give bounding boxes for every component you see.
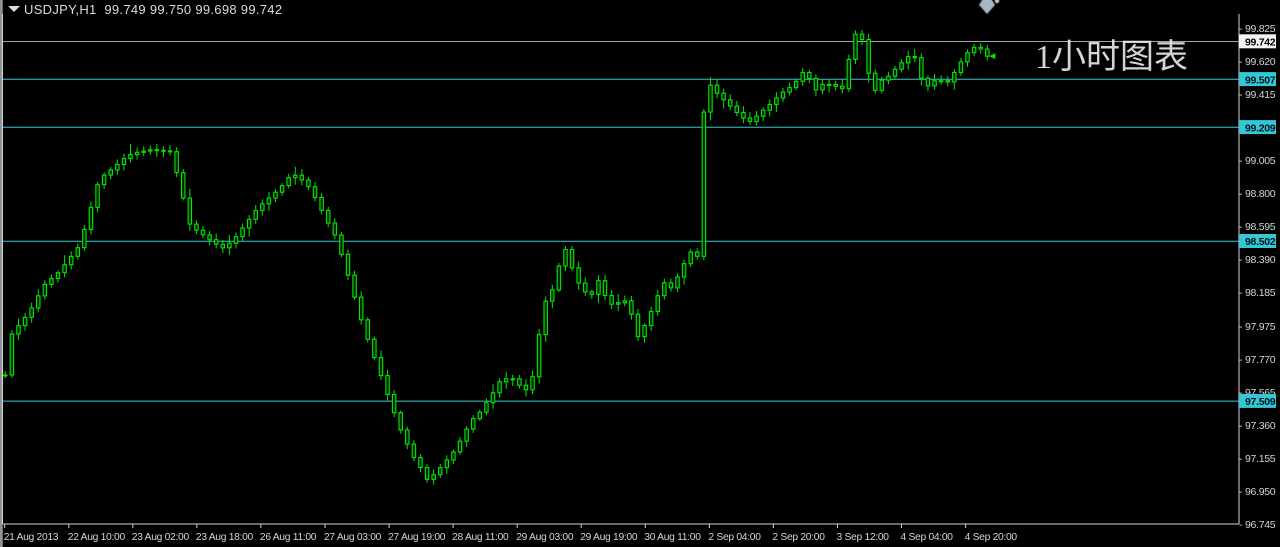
svg-text:2 Sep 20:00: 2 Sep 20:00 — [772, 532, 825, 543]
svg-text:99.005: 99.005 — [1245, 155, 1276, 167]
svg-text:29 Aug 03:00: 29 Aug 03:00 — [516, 532, 574, 543]
svg-text:99.825: 99.825 — [1245, 23, 1276, 35]
svg-text:98.390: 98.390 — [1245, 254, 1276, 266]
svg-text:26 Aug 11:00: 26 Aug 11:00 — [260, 532, 317, 543]
svg-text:27 Aug 19:00: 27 Aug 19:00 — [388, 532, 446, 543]
svg-text:-: - — [1239, 321, 1243, 333]
svg-text:98.800: 98.800 — [1245, 188, 1276, 200]
svg-text:99.209: 99.209 — [1245, 122, 1276, 134]
svg-text:-: - — [1239, 23, 1243, 35]
svg-text:98.595: 98.595 — [1245, 221, 1276, 233]
svg-text:97.155: 97.155 — [1245, 453, 1276, 465]
svg-text:28 Aug 11:00: 28 Aug 11:00 — [452, 532, 509, 543]
svg-text:4 Sep 20:00: 4 Sep 20:00 — [965, 532, 1018, 543]
svg-text:97.360: 97.360 — [1245, 420, 1276, 432]
svg-text:97.509: 97.509 — [1245, 396, 1276, 408]
svg-text:-: - — [1239, 420, 1243, 432]
svg-text:4 Sep 04:00: 4 Sep 04:00 — [901, 532, 954, 543]
svg-text:23 Aug 18:00: 23 Aug 18:00 — [196, 532, 254, 543]
svg-text:98.185: 98.185 — [1245, 287, 1276, 299]
svg-text:96.950: 96.950 — [1245, 486, 1276, 498]
svg-text:27 Aug 03:00: 27 Aug 03:00 — [324, 532, 382, 543]
svg-text:-: - — [1239, 56, 1243, 68]
svg-text:-: - — [1239, 89, 1243, 101]
svg-text:99.415: 99.415 — [1245, 89, 1276, 101]
svg-text:23 Aug 02:00: 23 Aug 02:00 — [132, 532, 190, 543]
svg-text:30 Aug 11:00: 30 Aug 11:00 — [644, 532, 701, 543]
svg-text:-: - — [1239, 155, 1243, 167]
svg-text:-: - — [1239, 486, 1243, 498]
svg-text:99.620: 99.620 — [1245, 56, 1276, 68]
svg-text:99.507: 99.507 — [1245, 74, 1276, 86]
svg-text:97.975: 97.975 — [1245, 321, 1276, 333]
svg-text:3 Sep 12:00: 3 Sep 12:00 — [837, 532, 890, 543]
svg-text:96.745: 96.745 — [1245, 519, 1276, 531]
svg-text:-: - — [1239, 519, 1243, 531]
svg-text:-: - — [1239, 221, 1243, 233]
svg-text:99.742: 99.742 — [1245, 37, 1276, 49]
svg-text:-: - — [1239, 354, 1243, 366]
svg-text:21 Aug 2013: 21 Aug 2013 — [4, 532, 59, 543]
svg-text:98.502: 98.502 — [1245, 236, 1276, 248]
svg-text:29 Aug 19:00: 29 Aug 19:00 — [580, 532, 638, 543]
svg-text:2 Sep 04:00: 2 Sep 04:00 — [708, 532, 761, 543]
svg-text:-: - — [1239, 453, 1243, 465]
svg-text:-: - — [1239, 188, 1243, 200]
svg-text:22 Aug 10:00: 22 Aug 10:00 — [68, 532, 126, 543]
svg-text:-: - — [1239, 254, 1243, 266]
svg-text:-: - — [1239, 287, 1243, 299]
svg-text:97.770: 97.770 — [1245, 354, 1276, 366]
